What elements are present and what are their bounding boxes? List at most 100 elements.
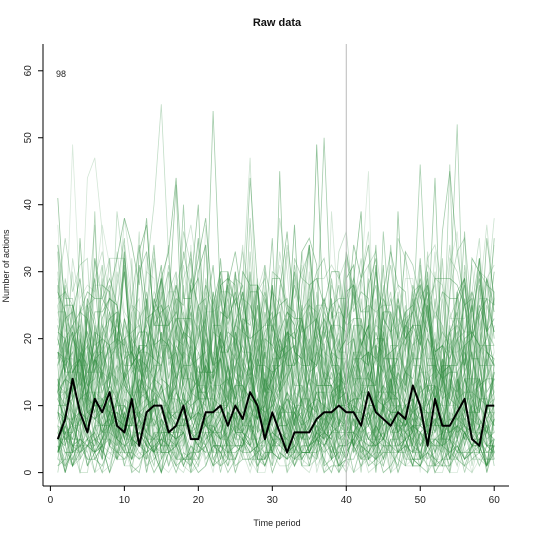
background-series-line xyxy=(57,392,495,467)
background-series-line xyxy=(57,278,495,460)
background-series-line xyxy=(57,218,495,413)
background-series-line xyxy=(57,378,495,473)
chart-title: Raw data xyxy=(253,17,302,29)
background-series-line xyxy=(57,385,495,474)
x-tick-label: 30 xyxy=(267,495,279,506)
background-series-line xyxy=(57,218,495,399)
background-series-line xyxy=(57,358,495,473)
background-series-line xyxy=(57,164,495,413)
background-series-line xyxy=(57,224,495,433)
background-series-line xyxy=(57,298,495,466)
background-series-line xyxy=(57,144,495,426)
background-series-line xyxy=(57,338,495,460)
background-series-line xyxy=(57,404,495,467)
background-series-line xyxy=(57,144,495,413)
background-series-line xyxy=(57,392,495,474)
background-series-line xyxy=(57,124,495,420)
y-tick-label: 20 xyxy=(23,333,34,345)
highlight-series-line xyxy=(56,377,495,454)
background-series-line xyxy=(57,244,495,420)
background-series-line xyxy=(57,157,495,406)
background-series-line xyxy=(57,244,495,426)
background-series-line xyxy=(57,258,495,446)
background-series-line xyxy=(57,385,495,473)
background-series-line xyxy=(57,291,495,453)
background-series-line xyxy=(57,404,495,475)
background-series-line xyxy=(57,264,495,440)
y-tick-label: 0 xyxy=(23,469,34,475)
background-series-line xyxy=(57,311,495,446)
background-series-line xyxy=(57,392,495,475)
background-series-line xyxy=(57,352,495,473)
background-series-line xyxy=(57,218,495,406)
axes-group: 0 10 20 30 40 50 60 0 10 20 30 40 50 60 xyxy=(23,44,509,506)
background-series-line xyxy=(57,318,495,433)
background-series-line xyxy=(57,352,495,460)
background-series-line xyxy=(57,184,495,413)
x-axis-title: Time period xyxy=(253,518,300,528)
background-series-line xyxy=(57,164,495,453)
background-series-line xyxy=(57,271,495,420)
background-series-line xyxy=(57,211,495,440)
background-series-line xyxy=(57,104,495,413)
background-series-line xyxy=(57,398,495,474)
background-series-line xyxy=(57,137,495,406)
background-series-line xyxy=(57,404,495,474)
background-series-line xyxy=(57,236,495,433)
background-series-line xyxy=(57,352,495,473)
background-series-line xyxy=(57,270,495,426)
background-series-line xyxy=(57,358,495,473)
y-tick-label: 10 xyxy=(23,400,34,412)
background-series-line xyxy=(57,411,495,467)
background-series-line xyxy=(57,397,495,467)
background-series-line xyxy=(57,177,495,406)
background-series-line xyxy=(57,318,495,453)
background-series-line xyxy=(57,417,495,474)
background-series-line xyxy=(57,264,495,446)
background-series-line xyxy=(57,431,495,474)
background-series-line xyxy=(57,258,495,446)
x-tick-label: 60 xyxy=(489,495,501,506)
background-series-line xyxy=(57,338,495,454)
background-series-line xyxy=(57,244,495,440)
background-series-line xyxy=(57,398,495,474)
background-series-line xyxy=(57,358,495,453)
x-tick-label: 0 xyxy=(48,495,54,506)
background-series-line xyxy=(57,424,495,474)
background-series-line xyxy=(57,405,495,475)
background-series-line xyxy=(57,110,495,433)
background-series-line xyxy=(57,365,495,475)
background-series-line xyxy=(57,231,495,420)
highlight-series-group xyxy=(56,377,495,454)
x-tick-label: 50 xyxy=(415,495,427,506)
background-series-line xyxy=(57,398,495,474)
background-series-line xyxy=(57,398,495,468)
y-tick-label: 60 xyxy=(23,65,34,77)
background-series-line xyxy=(57,258,495,440)
background-series-line xyxy=(57,291,495,434)
x-tick-label: 10 xyxy=(119,495,131,506)
background-series-line xyxy=(57,171,495,440)
y-axis-title: Number of actions xyxy=(1,229,11,303)
y-tick-label: 40 xyxy=(23,199,34,211)
y-tick-label: 30 xyxy=(23,266,34,278)
background-series-line xyxy=(57,224,495,440)
series-count-annotation: 98 xyxy=(56,69,66,79)
background-series-line xyxy=(57,258,495,460)
background-series-line xyxy=(57,372,495,473)
background-series-line xyxy=(57,224,495,413)
background-series-line xyxy=(57,377,495,467)
x-tick-label: 40 xyxy=(341,495,353,506)
y-tick-label: 50 xyxy=(23,132,34,144)
background-series-line xyxy=(57,418,495,474)
background-series-line xyxy=(57,258,495,446)
background-series-group xyxy=(57,104,495,475)
background-series-line xyxy=(57,410,495,473)
background-series-line xyxy=(57,398,495,475)
background-series-line xyxy=(57,285,495,448)
x-tick-label: 20 xyxy=(193,495,205,506)
background-series-line xyxy=(57,298,495,460)
background-series-line xyxy=(57,365,495,466)
background-series-line xyxy=(57,157,495,426)
